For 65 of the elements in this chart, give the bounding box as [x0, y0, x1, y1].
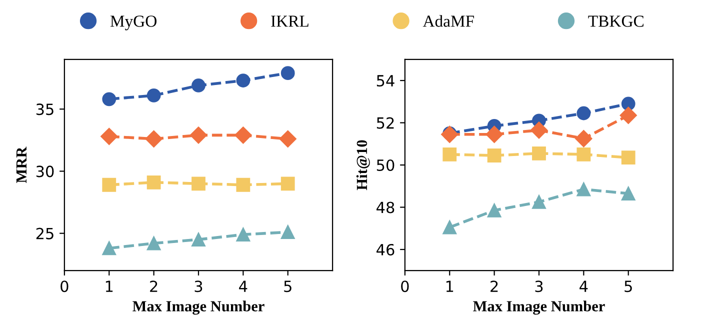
point — [192, 176, 206, 191]
y-tick-label: 25 — [36, 228, 54, 240]
x-tick-label: 1 — [106, 280, 113, 292]
x-axis-title: Max Image Number — [132, 300, 264, 315]
point — [102, 92, 116, 106]
y-tick-label: 30 — [36, 166, 54, 178]
point — [100, 128, 118, 145]
point — [576, 106, 591, 120]
legend-label: IKRL — [271, 16, 308, 27]
point — [145, 130, 162, 148]
point — [146, 88, 161, 102]
y-tick-label: 50 — [376, 159, 394, 172]
x-tick-label: 5 — [624, 280, 632, 292]
point — [487, 148, 502, 162]
x-tick-label: 2 — [150, 280, 158, 292]
point — [280, 66, 295, 80]
y-axis-title: MRR — [16, 146, 26, 183]
x-tick-label: 4 — [239, 280, 248, 292]
x-tick-label: 1 — [446, 280, 454, 292]
point — [576, 182, 591, 196]
point — [532, 146, 546, 160]
point — [532, 195, 546, 209]
point — [442, 220, 457, 234]
x-tick-label: 3 — [535, 280, 543, 292]
x-axis-title: Max Image Number — [473, 300, 605, 315]
point — [442, 147, 457, 162]
legend-label: MyGO — [110, 16, 156, 30]
x-tick-label: 0 — [401, 280, 409, 292]
point — [621, 150, 636, 165]
y-tick-label: 35 — [36, 104, 54, 116]
y-tick-label: 46 — [376, 244, 394, 256]
point — [441, 126, 458, 143]
point — [190, 126, 208, 144]
y-tick-label: 54 — [376, 75, 394, 87]
point — [280, 225, 295, 240]
point — [530, 122, 548, 139]
point — [621, 96, 636, 111]
point — [236, 74, 250, 88]
point — [192, 232, 206, 246]
point — [102, 178, 116, 192]
x-tick-label: 2 — [490, 280, 498, 292]
point — [236, 228, 250, 242]
x-tick-label: 4 — [580, 280, 588, 292]
y-tick-label: 48 — [376, 202, 394, 214]
legend-label: AdaMF — [422, 15, 474, 27]
x-tick-label: 3 — [194, 280, 202, 292]
x-tick-label: 5 — [284, 280, 292, 292]
point — [146, 236, 161, 250]
point — [279, 130, 296, 148]
point — [575, 130, 592, 148]
point — [192, 78, 206, 92]
point — [486, 126, 503, 143]
point — [146, 175, 161, 190]
y-tick-label: 52 — [376, 117, 394, 129]
x-tick-label: 0 — [60, 280, 68, 292]
point — [576, 147, 591, 162]
point — [102, 241, 116, 256]
point — [280, 176, 295, 191]
point — [236, 178, 250, 192]
legend-label: TBKGC — [588, 16, 644, 27]
point — [621, 186, 636, 200]
point — [487, 203, 502, 218]
point — [234, 126, 252, 144]
y-axis-title: Hit@10 — [356, 140, 370, 190]
point — [620, 106, 637, 124]
